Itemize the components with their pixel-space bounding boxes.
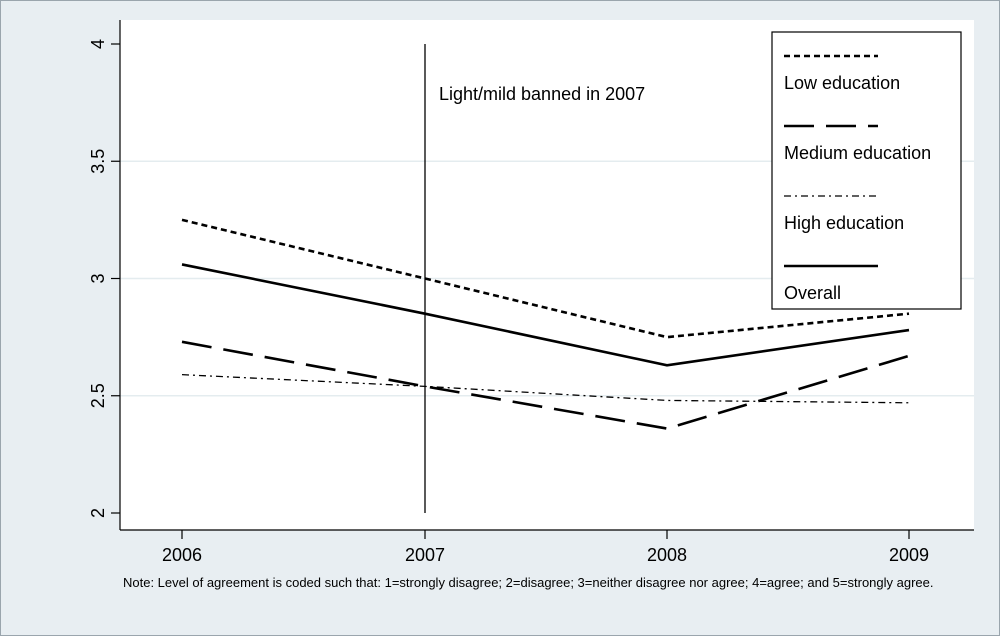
- legend-label: Overall: [784, 283, 841, 303]
- y-tick-label: 2: [88, 508, 108, 518]
- x-tick-label: 2009: [889, 545, 929, 565]
- legend-label: Medium education: [784, 143, 931, 163]
- legend: Low education Medium education High educat…: [771, 31, 962, 310]
- vline-annotation: Light/mild banned in 2007: [439, 84, 645, 104]
- chart-note: Note: Level of agreement is coded such t…: [123, 575, 934, 590]
- series-line-low-education: [181, 218, 910, 339]
- y-tick-label: 3.5: [88, 149, 108, 174]
- x-tick-label: 2008: [647, 545, 687, 565]
- series-lines: [181, 218, 910, 430]
- event-marker: Light/mild banned in 2007: [424, 44, 645, 513]
- x-tick-label: 2006: [162, 545, 202, 565]
- x-tick-label: 2007: [405, 545, 445, 565]
- y-tick-label: 3: [88, 273, 108, 283]
- legend-label: High education: [784, 213, 904, 233]
- legend-box: [771, 31, 962, 310]
- y-tick-label: 4: [88, 39, 108, 49]
- axes: 2 2.5 3 3.5 4 2006 2007 2008 2009: [88, 20, 974, 565]
- legend-label: Low education: [784, 73, 900, 93]
- y-tick-label: 2.5: [88, 383, 108, 408]
- series-line-high-education: [181, 373, 910, 404]
- series-line-overall: [181, 263, 910, 367]
